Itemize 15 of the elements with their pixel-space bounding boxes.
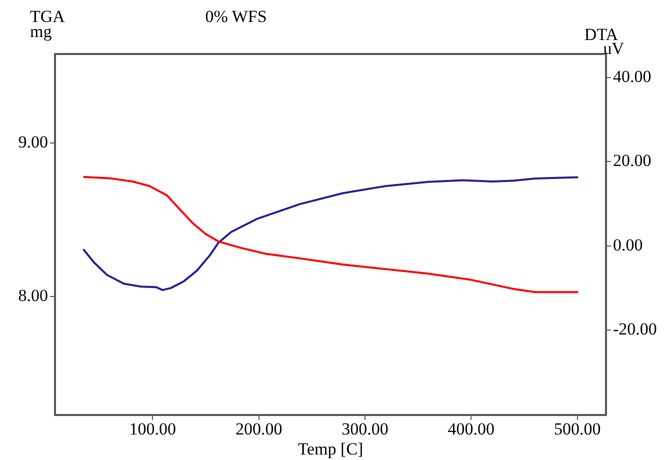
y-axis-title: TGA mg <box>30 7 66 41</box>
y2-tick-label: 20.00 <box>613 151 652 170</box>
y2-axis-title: DTA uV <box>584 25 625 58</box>
x-tick-label: 500.00 <box>554 420 601 439</box>
y2-tick-label: -20.00 <box>613 319 657 338</box>
x-tick-label: 300.00 <box>342 420 388 439</box>
x-tick-label: 400.00 <box>448 420 495 439</box>
x-tick-label: 100.00 <box>129 420 176 439</box>
chart-title: 0% WFS <box>205 7 267 26</box>
y2-tick-label: 0.00 <box>613 235 643 254</box>
x-axis-title: Temp [C] <box>298 439 364 458</box>
x-tick-label: 200.00 <box>235 420 282 439</box>
y2-tick-label: 40.00 <box>613 67 652 86</box>
y-tick-label: 8.00 <box>18 286 48 306</box>
y-tick-label: 9.00 <box>18 132 48 152</box>
